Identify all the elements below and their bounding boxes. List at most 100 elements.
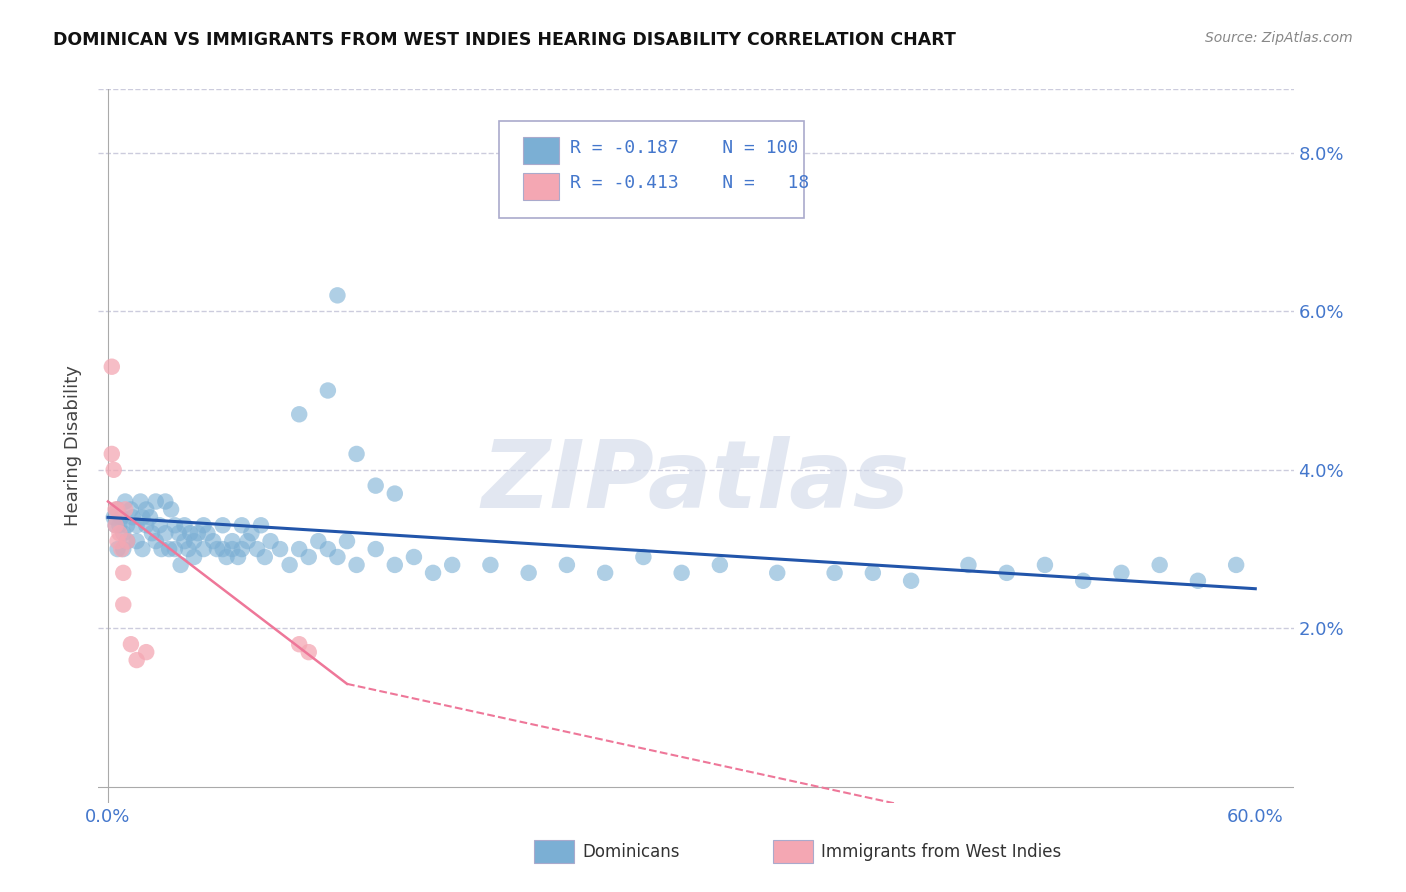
- Point: [326, 288, 349, 302]
- Point: [671, 566, 693, 580]
- Point: [155, 526, 177, 541]
- Point: [173, 518, 195, 533]
- Point: [115, 534, 138, 549]
- Point: [108, 526, 131, 541]
- Point: [107, 542, 129, 557]
- Point: [384, 558, 406, 572]
- Point: [824, 566, 846, 580]
- Point: [1033, 558, 1056, 572]
- Point: [108, 518, 131, 533]
- Point: [1187, 574, 1209, 588]
- Point: [253, 549, 276, 564]
- Point: [103, 510, 125, 524]
- Point: [150, 542, 173, 557]
- Point: [110, 542, 132, 557]
- Point: [121, 510, 143, 524]
- Point: [139, 510, 162, 524]
- Point: [250, 518, 273, 533]
- Point: [517, 566, 540, 580]
- Point: [226, 549, 249, 564]
- Point: [1071, 574, 1094, 588]
- Point: [112, 598, 135, 612]
- Point: [298, 549, 321, 564]
- Text: ZIPatlas: ZIPatlas: [482, 435, 910, 528]
- Point: [125, 653, 148, 667]
- Point: [187, 526, 209, 541]
- Text: Dominicans: Dominicans: [582, 843, 679, 861]
- Point: [179, 526, 201, 541]
- Point: [163, 518, 186, 533]
- Point: [1111, 566, 1133, 580]
- Point: [288, 542, 311, 557]
- Point: [101, 447, 124, 461]
- Point: [145, 534, 167, 549]
- Point: [766, 566, 789, 580]
- Point: [177, 542, 200, 557]
- Point: [202, 534, 225, 549]
- Point: [231, 542, 253, 557]
- Bar: [523, 173, 558, 200]
- Point: [633, 161, 655, 176]
- Point: [107, 534, 129, 549]
- Point: [259, 534, 281, 549]
- Point: [125, 534, 148, 549]
- Point: [135, 518, 157, 533]
- Text: R = -0.413    N =   18: R = -0.413 N = 18: [571, 175, 810, 193]
- Point: [298, 645, 321, 659]
- Point: [307, 534, 329, 549]
- Point: [125, 518, 148, 533]
- Point: [104, 502, 127, 516]
- Point: [957, 558, 980, 572]
- Point: [160, 502, 183, 516]
- Text: DOMINICAN VS IMMIGRANTS FROM WEST INDIES HEARING DISABILITY CORRELATION CHART: DOMINICAN VS IMMIGRANTS FROM WEST INDIES…: [53, 31, 956, 49]
- Point: [193, 518, 215, 533]
- Point: [114, 494, 136, 508]
- Point: [236, 534, 259, 549]
- Point: [145, 494, 167, 508]
- Point: [211, 518, 233, 533]
- Point: [104, 518, 127, 533]
- Point: [555, 558, 578, 572]
- Point: [131, 542, 153, 557]
- Point: [104, 518, 127, 533]
- Point: [183, 534, 205, 549]
- Point: [336, 534, 359, 549]
- Y-axis label: Hearing Disability: Hearing Disability: [65, 366, 83, 526]
- Point: [167, 526, 190, 541]
- Point: [269, 542, 291, 557]
- Text: Immigrants from West Indies: Immigrants from West Indies: [821, 843, 1062, 861]
- Point: [316, 542, 339, 557]
- Point: [129, 494, 152, 508]
- Point: [135, 645, 157, 659]
- Point: [197, 526, 219, 541]
- Point: [364, 542, 387, 557]
- Point: [115, 518, 138, 533]
- Point: [120, 502, 142, 516]
- Point: [422, 566, 444, 580]
- Point: [173, 534, 195, 549]
- Point: [157, 542, 180, 557]
- Point: [479, 558, 502, 572]
- Point: [215, 549, 238, 564]
- Point: [107, 502, 129, 516]
- Point: [103, 463, 125, 477]
- Point: [326, 549, 349, 564]
- Point: [141, 526, 163, 541]
- Point: [120, 637, 142, 651]
- Point: [115, 534, 138, 549]
- Point: [402, 549, 425, 564]
- Point: [112, 566, 135, 580]
- Point: [288, 407, 311, 421]
- Point: [364, 478, 387, 492]
- Point: [110, 510, 132, 524]
- Point: [1225, 558, 1247, 572]
- Point: [112, 526, 135, 541]
- Text: Source: ZipAtlas.com: Source: ZipAtlas.com: [1205, 31, 1353, 45]
- Point: [246, 542, 269, 557]
- Point: [221, 542, 243, 557]
- Point: [205, 542, 228, 557]
- Point: [709, 558, 731, 572]
- Point: [1149, 558, 1171, 572]
- Point: [240, 526, 263, 541]
- Point: [211, 542, 233, 557]
